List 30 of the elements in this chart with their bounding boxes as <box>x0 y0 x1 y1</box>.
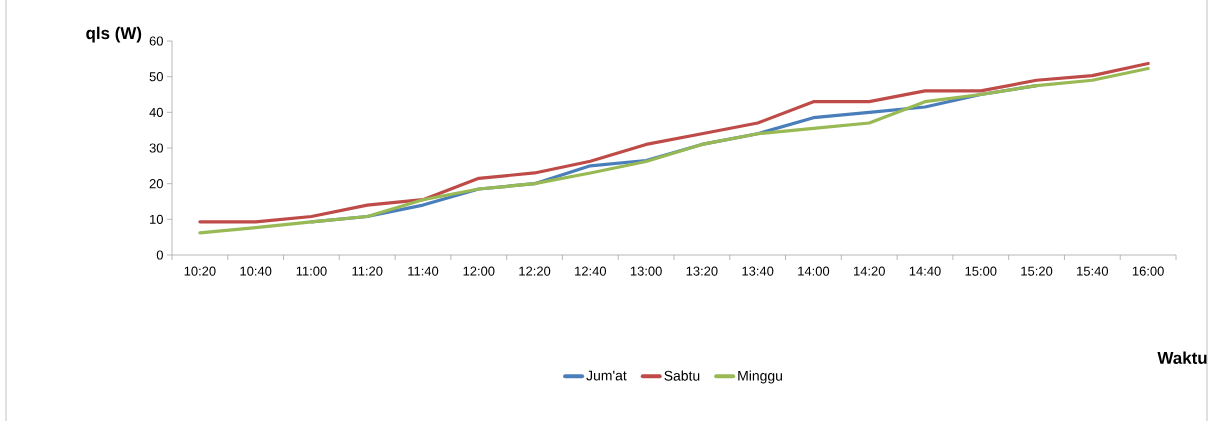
y-axis-title: qls (W) <box>86 26 142 43</box>
x-tick-label: 10:40 <box>240 266 272 276</box>
x-tick-label: 15:20 <box>1021 266 1053 276</box>
y-tick-label: 50 <box>149 72 163 82</box>
x-tick-label: 14:20 <box>854 266 885 276</box>
legend-label: Jum'at <box>586 370 627 381</box>
x-tick-label: 12:40 <box>575 266 607 276</box>
x-tick-label: 13:40 <box>742 266 774 276</box>
x-tick-label: 12:00 <box>463 266 495 276</box>
x-tick-label: 11:20 <box>352 266 383 276</box>
y-tick-label: 10 <box>150 214 163 224</box>
x-tick-label: 13:00 <box>630 266 662 276</box>
x-tick-label: 12:20 <box>519 266 551 276</box>
x-tick-label: 10:20 <box>184 266 216 276</box>
x-tick-label: 11:00 <box>296 266 327 276</box>
x-tick-label: 15:40 <box>1077 266 1109 276</box>
x-tick-label: 11:40 <box>408 266 439 276</box>
y-tick-label: 30 <box>149 143 163 153</box>
y-tick-label: 20 <box>149 179 163 189</box>
legend-label: Minggu <box>738 370 782 384</box>
x-tick-label: 14:40 <box>909 266 941 276</box>
legend-label: Sabtu <box>664 370 700 381</box>
x-tick-label: 13:20 <box>686 266 718 276</box>
x-tick-label: 16:00 <box>1132 266 1164 276</box>
y-tick-label: 0 <box>156 250 163 260</box>
y-tick-label: 40 <box>149 107 163 117</box>
x-tick-label: 14:00 <box>798 266 830 276</box>
y-tick-label: 60 <box>149 36 163 46</box>
x-axis-title: Waktu <box>1157 351 1207 364</box>
x-tick-label: 15:00 <box>965 266 997 276</box>
